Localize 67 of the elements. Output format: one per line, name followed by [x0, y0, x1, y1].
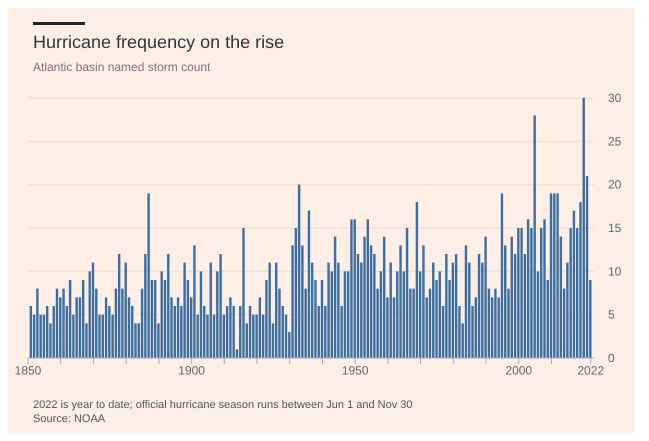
bar [62, 288, 65, 358]
bar [118, 254, 120, 358]
bar [416, 202, 418, 358]
bar [275, 262, 278, 358]
bar [390, 262, 392, 358]
x-tick-label: 2022 [577, 364, 604, 378]
bar [422, 245, 425, 358]
bar [406, 228, 408, 358]
bar [176, 297, 180, 358]
bar [454, 254, 458, 358]
bar [82, 280, 84, 358]
bar [478, 254, 480, 358]
source-note: Source: NOAA [33, 412, 106, 426]
y-tick-label: 0 [608, 351, 615, 365]
bar [193, 245, 196, 358]
x-tick-label: 2000 [505, 364, 532, 378]
x-tick-label: 1950 [342, 364, 369, 378]
x-tick-label: 1900 [178, 364, 206, 378]
bar [30, 306, 32, 358]
y-tick-label: 10 [608, 264, 622, 278]
bar [167, 254, 170, 358]
bar [520, 228, 523, 358]
bar [258, 297, 262, 358]
bar [36, 288, 39, 358]
bar [75, 297, 78, 358]
bar [327, 262, 330, 358]
y-tick-label: 5 [608, 308, 615, 322]
bar [382, 236, 386, 358]
bar [510, 236, 513, 358]
bar [229, 297, 232, 358]
bar [494, 288, 497, 358]
bar [124, 262, 127, 358]
bar [517, 228, 520, 358]
bar [268, 262, 271, 358]
bar [210, 262, 212, 358]
bar [147, 193, 150, 358]
bar [308, 210, 310, 358]
bar [354, 219, 356, 358]
bar [556, 193, 559, 358]
bar [219, 254, 222, 358]
bar [183, 262, 186, 358]
bar [572, 210, 576, 358]
bar [553, 193, 556, 358]
bar [445, 254, 448, 358]
text: 2022 is year to date; official hurricane season runs between Jun 1 and Nov 30 [33, 398, 413, 412]
bar [46, 306, 48, 358]
bar [154, 280, 156, 358]
bar [438, 271, 441, 358]
bar [344, 271, 346, 358]
bar [484, 236, 487, 358]
bar [366, 219, 370, 358]
chart-subtitle: Atlantic basin named storm count [33, 60, 210, 74]
bar [533, 115, 536, 358]
bar [104, 297, 108, 358]
chart-title: Hurricane frequency on the rise [33, 32, 284, 53]
bar [526, 219, 530, 358]
bar [160, 271, 163, 358]
bar [334, 236, 336, 358]
y-tick-label: 30 [608, 91, 622, 105]
y-tick-label: 25 [608, 134, 622, 148]
y-tick-label: 15 [608, 221, 622, 235]
bar [582, 98, 585, 358]
bar [68, 280, 72, 358]
bar [298, 184, 300, 358]
bar [432, 262, 434, 358]
x-tick-label: 1850 [14, 364, 42, 378]
y-tick-label: 20 [608, 178, 622, 192]
